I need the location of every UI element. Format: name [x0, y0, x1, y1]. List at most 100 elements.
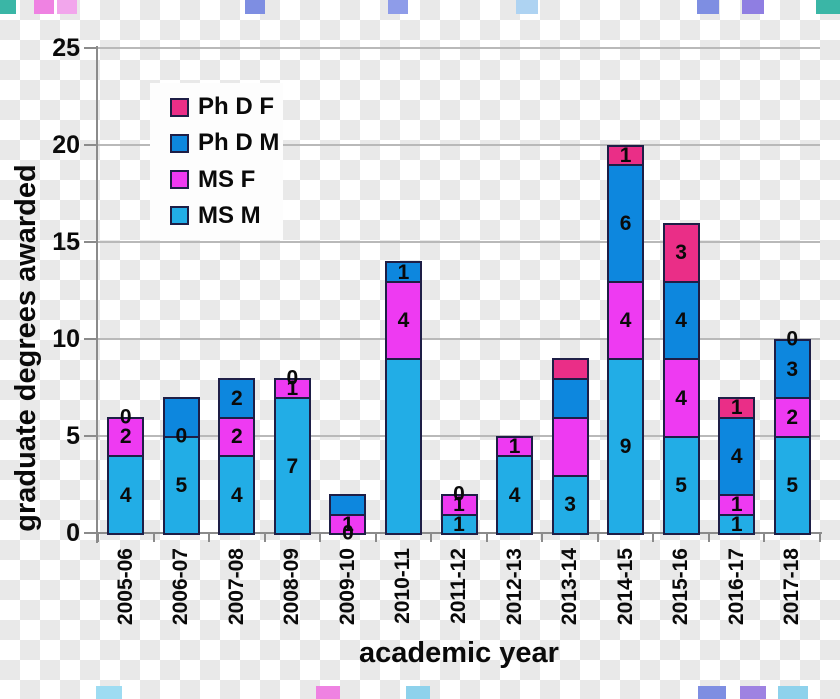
bar-segment-ms-m: 7 [273, 397, 311, 535]
x-tick [152, 534, 155, 542]
bar-value-label: 1 [453, 493, 465, 517]
legend-item: Ph D M [170, 131, 283, 155]
x-tick [97, 534, 99, 542]
zero-value-label: 0 [119, 405, 132, 429]
edge-artifact [388, 0, 408, 14]
y-tick [84, 435, 96, 437]
bar-value-label: 1 [730, 512, 743, 536]
bar-segment-ms-m [384, 358, 422, 535]
bar-segment-ms-m: 9 [607, 358, 645, 535]
bar-value-label: 5 [786, 474, 799, 497]
bar-segment-ms-m: 5 [662, 436, 700, 535]
x-tick [263, 534, 266, 542]
bar-value-label: 1 [508, 435, 521, 459]
bar-segment-ms-f [551, 416, 589, 477]
x-category-label: 2016-17 [724, 548, 748, 626]
zero-value-label: 0 [342, 521, 354, 545]
bar-value-label: 4 [397, 309, 410, 333]
bar-segment-ms-f: 1 [718, 494, 756, 516]
bar-value-label: 4 [730, 444, 743, 468]
bar-value-label: 2 [231, 386, 243, 410]
bar-segment-ms-m: 3 [551, 474, 589, 535]
bar-segment-ph-d-m [329, 494, 367, 516]
x-tick [596, 534, 599, 542]
x-category-label: 2010-11 [391, 548, 415, 624]
x-category-label: 2008-09 [280, 548, 304, 626]
bar-value-label: 1 [286, 377, 299, 400]
bar-segment-ph-d-m: 3 [773, 339, 811, 400]
gridline [97, 435, 820, 437]
bar-segment-ph-d-f: 1 [718, 396, 756, 420]
x-category-label: 2009-10 [335, 548, 359, 626]
edge-artifact [816, 0, 840, 14]
edge-artifact [698, 686, 726, 699]
x-category-label: 2017-18 [780, 548, 804, 626]
x-category-label: 2006-07 [169, 548, 193, 626]
legend-swatch [170, 206, 189, 226]
bar-value-label: 1 [619, 144, 632, 168]
x-tick [819, 534, 821, 542]
bar-segment-ph-d-m [162, 397, 200, 438]
edge-artifact [57, 0, 77, 14]
bar-value-label: 2 [119, 425, 132, 449]
y-tick [84, 338, 96, 340]
legend: Ph D F Ph D M MS F MS M [150, 83, 283, 240]
y-tick-label: 15 [52, 228, 80, 256]
legend-label: MS F [198, 165, 256, 193]
x-category-label: 2014-15 [613, 548, 637, 626]
bar-value-label: 5 [175, 474, 188, 497]
bar-value-label: 3 [564, 493, 576, 517]
bar-value-label: 5 [675, 474, 687, 497]
bar-value-label: 1 [730, 396, 743, 420]
bar-segment-ph-d-m: 1 [384, 260, 422, 284]
x-tick [208, 534, 211, 542]
legend-item: MS M [170, 203, 283, 228]
bar-segment-ph-d-m: 4 [718, 416, 756, 497]
bar-value-label: 4 [675, 309, 687, 333]
bar-segment-ms-m: 1 [718, 512, 756, 536]
edge-artifact [34, 0, 54, 14]
gridline [97, 47, 820, 49]
y-tick-label: 5 [66, 422, 80, 450]
x-category-label: 2011-12 [447, 548, 470, 624]
edge-artifact [697, 0, 719, 14]
bar-segment-ms-f: 4 [662, 358, 700, 438]
y-tick-label: 20 [52, 131, 80, 159]
x-tick [319, 534, 322, 542]
bar-segment-ms-f: 2 [773, 397, 811, 438]
legend-label: Ph D F [198, 93, 274, 120]
bar-segment-ms-f: 1 [273, 377, 311, 400]
x-tick [374, 534, 377, 542]
bar-value-label: 6 [619, 212, 632, 236]
x-tick [652, 534, 655, 542]
edge-artifact [316, 686, 340, 699]
x-tick [763, 534, 766, 542]
bar-segment-ph-d-f: 3 [662, 222, 700, 283]
legend-label: Ph D M [198, 129, 280, 157]
y-axis-title: graduate degrees awarded [10, 164, 42, 532]
y-axis [96, 46, 98, 543]
bar-value-label: 1 [397, 260, 410, 284]
bar-value-label: 4 [619, 309, 632, 333]
bar-value-label: 4 [119, 483, 132, 507]
bar-value-label: 1 [342, 512, 354, 536]
y-tick-label: 25 [52, 34, 80, 62]
bar-segment-ph-d-m: 4 [662, 280, 700, 361]
x-category-label: 2012-13 [502, 548, 526, 626]
bar-value-label: 3 [786, 357, 799, 381]
zero-value-label: 0 [286, 366, 299, 390]
x-tick [707, 534, 710, 542]
bar-value-label: 4 [231, 483, 243, 507]
x-tick [430, 534, 433, 542]
legend-item: Ph D F [170, 95, 283, 119]
x-axis-title: academic year [359, 637, 559, 669]
gridline [97, 338, 820, 340]
bar-value-label: 4 [675, 386, 687, 410]
x-category-label: 2013-14 [558, 548, 582, 626]
bar-segment-ms-m: 4 [218, 455, 256, 535]
edge-artifact [0, 0, 16, 14]
edge-artifact [740, 686, 766, 699]
x-tick [485, 534, 488, 542]
